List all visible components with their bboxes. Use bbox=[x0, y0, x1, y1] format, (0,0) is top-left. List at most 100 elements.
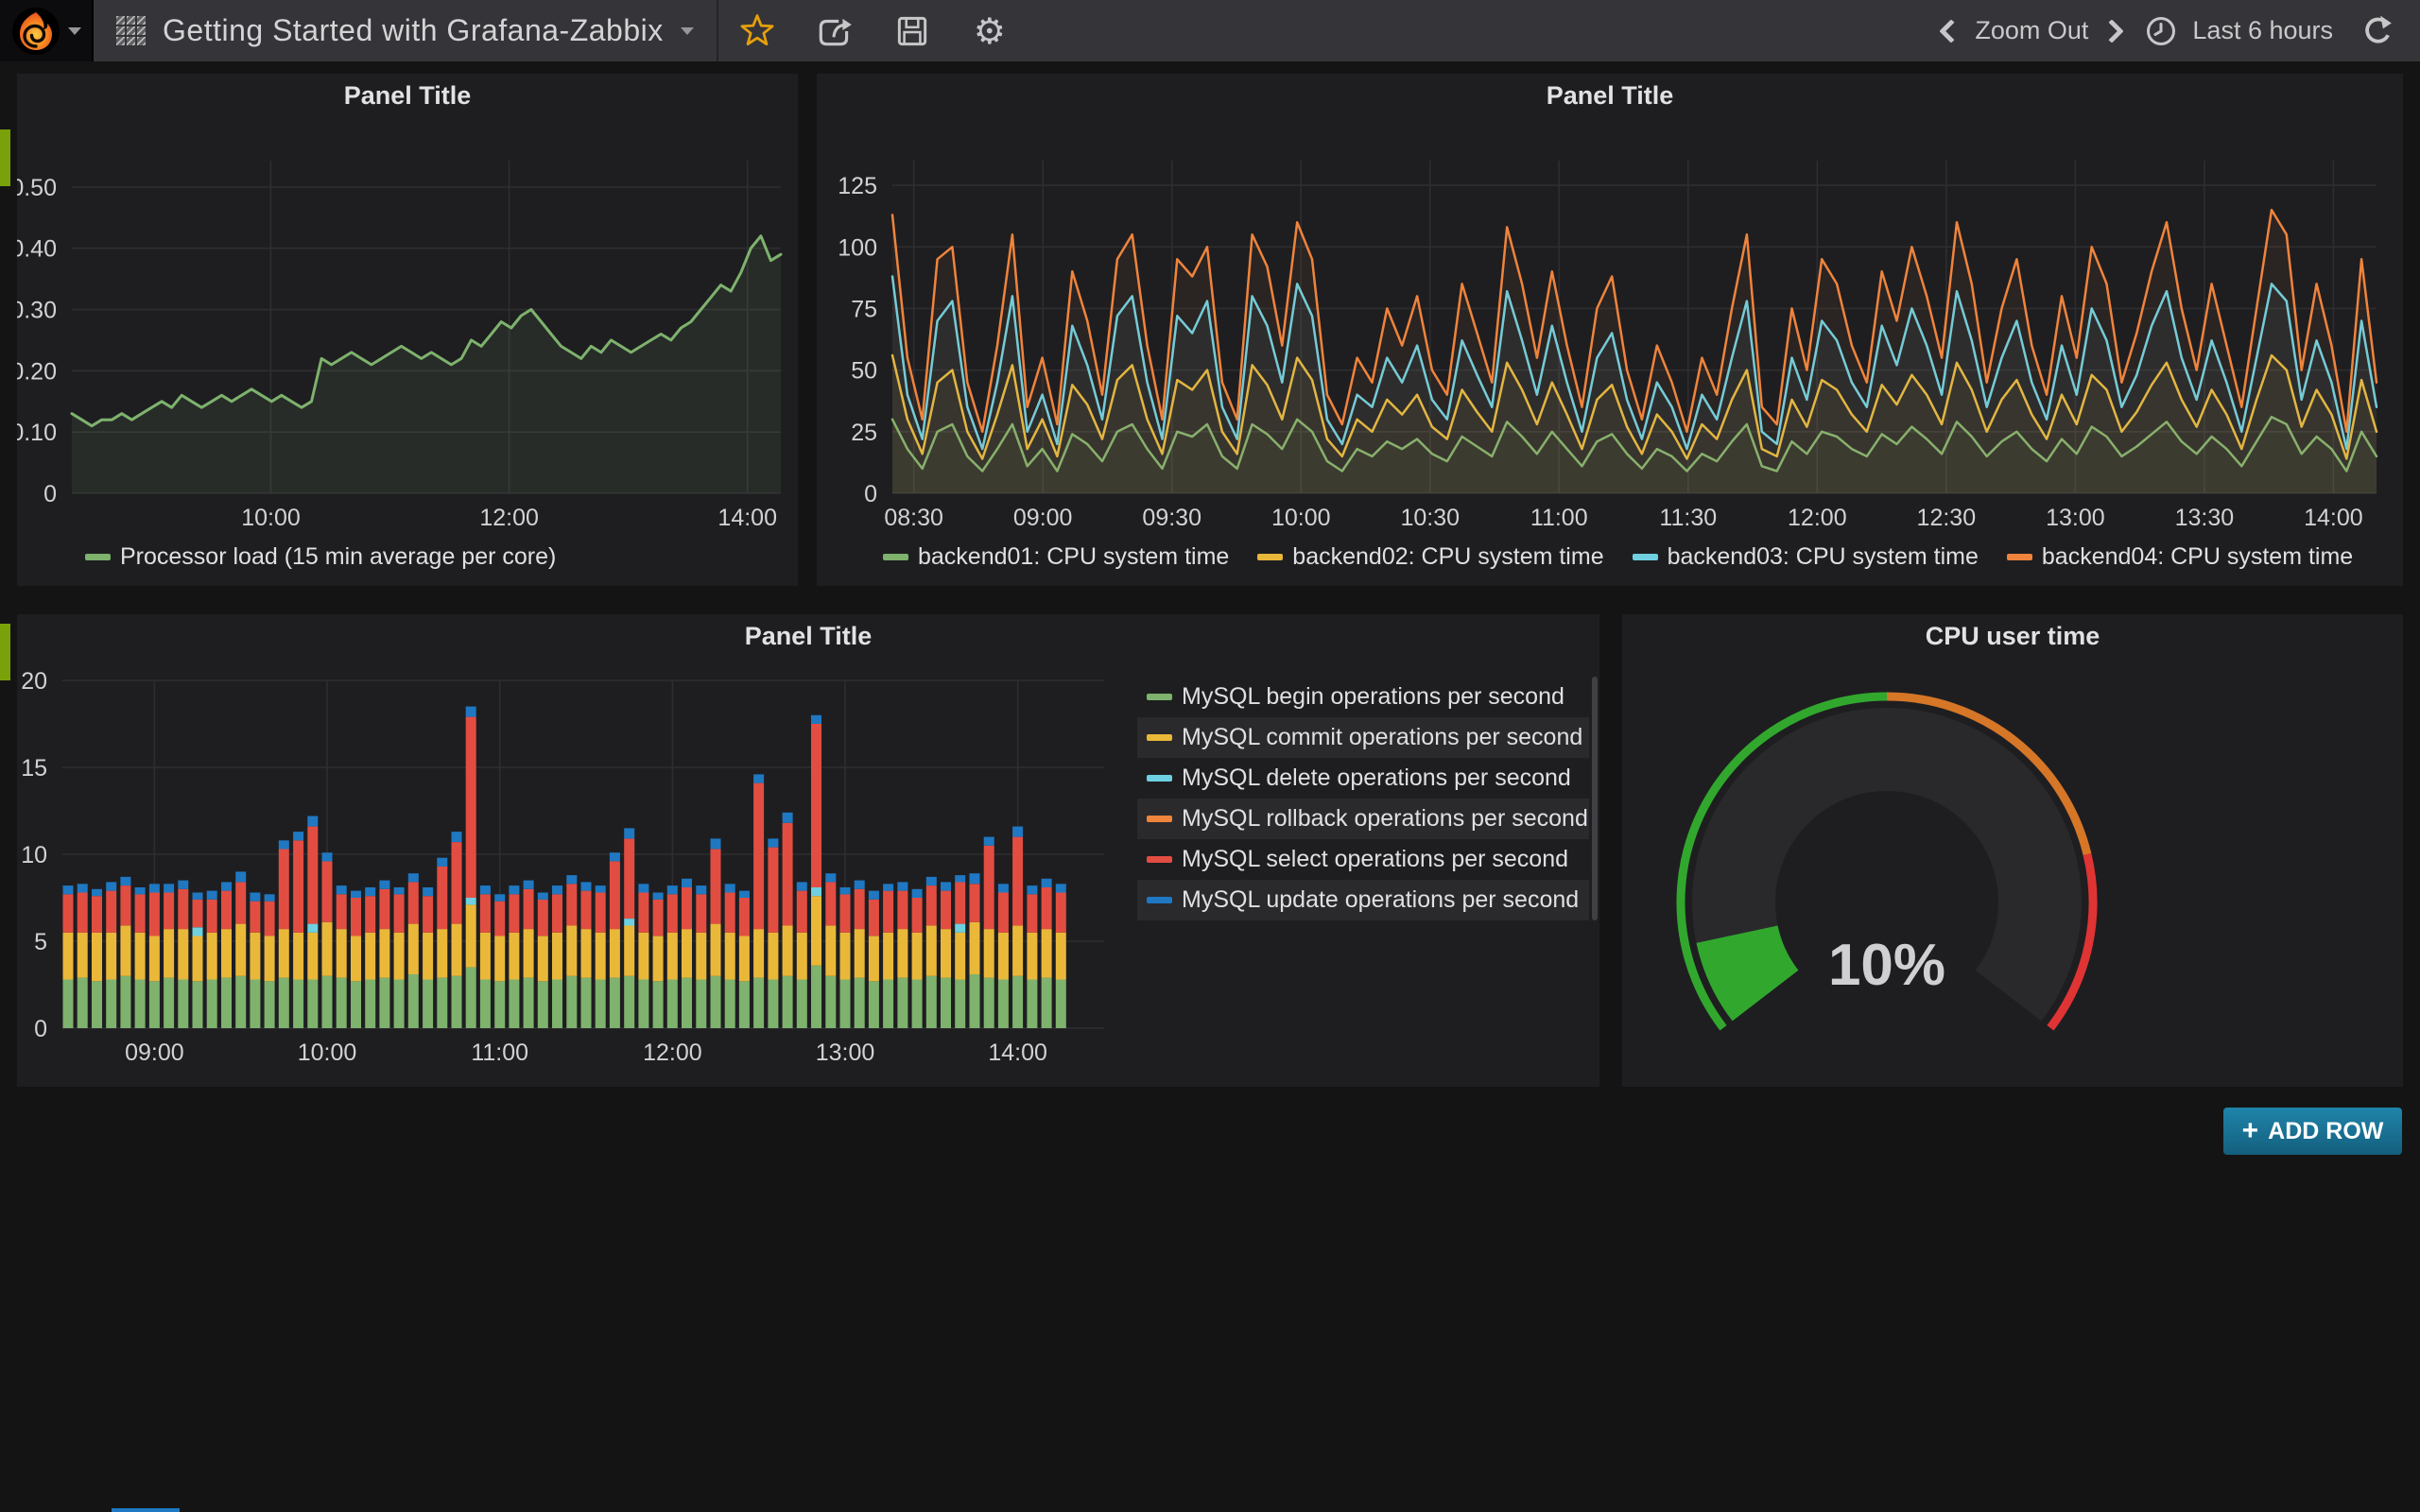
star-icon bbox=[740, 13, 774, 45]
row-handle-top[interactable] bbox=[0, 129, 10, 186]
settings-button[interactable]: ⚙ bbox=[951, 0, 1028, 61]
grafana-logo-menu[interactable] bbox=[0, 0, 94, 61]
svg-text:0: 0 bbox=[864, 481, 877, 507]
clock-icon bbox=[2147, 16, 2176, 45]
svg-text:15: 15 bbox=[21, 755, 47, 782]
add-row-label: ADD ROW bbox=[2268, 1117, 2384, 1144]
panel-title[interactable]: Panel Title bbox=[1546, 81, 1674, 110]
legend-item[interactable]: Processor load (15 min average per core) bbox=[85, 543, 556, 571]
svg-text:0.20: 0.20 bbox=[17, 358, 57, 385]
zoom-out-button[interactable]: Zoom Out bbox=[1975, 16, 2089, 44]
mysql-operations-bar-chart[interactable]: 0 5 10 15 20 09:00 10:00 11:00 12:00 13:00 14:00 bbox=[17, 614, 1599, 1087]
svg-text:09:00: 09:00 bbox=[1013, 505, 1073, 531]
legend-item[interactable]: backend02: CPU system time bbox=[1257, 543, 1604, 571]
svg-text:125: 125 bbox=[838, 173, 877, 199]
svg-text:5: 5 bbox=[34, 929, 47, 955]
legend-color-dash bbox=[1147, 816, 1172, 822]
legend-label: backend04: CPU system time bbox=[2041, 543, 2354, 570]
svg-text:10:00: 10:00 bbox=[241, 505, 301, 531]
time-shift-back-button[interactable] bbox=[1939, 18, 1964, 43]
legend-color-dash bbox=[1147, 897, 1172, 903]
svg-text:14:00: 14:00 bbox=[988, 1040, 1047, 1066]
legend-item[interactable]: MySQL update operations per second bbox=[1137, 880, 1589, 920]
legend-label: MySQL begin operations per second bbox=[1182, 683, 1564, 710]
svg-text:12:00: 12:00 bbox=[479, 505, 539, 531]
svg-text:0.40: 0.40 bbox=[17, 236, 57, 263]
chart-legend: Processor load (15 min average per core) bbox=[85, 543, 556, 571]
svg-text:20: 20 bbox=[21, 668, 47, 695]
svg-text:0.30: 0.30 bbox=[17, 298, 57, 324]
svg-text:10%: 10% bbox=[1828, 933, 1945, 998]
legend-scrollbar[interactable] bbox=[1592, 677, 1598, 920]
panel-cpu-user-time-gauge: CPU user time 10% bbox=[1622, 614, 2403, 1087]
panel-title[interactable]: CPU user time bbox=[1925, 622, 2100, 650]
legend-label: MySQL select operations per second bbox=[1182, 846, 1569, 872]
cpu-system-time-line-chart[interactable]: 0 25 50 75 100 125 08:30 09:00 09:30 10:00 10:30 11… bbox=[817, 74, 2403, 586]
panel-title[interactable]: Panel Title bbox=[343, 81, 472, 110]
legend-item[interactable]: backend01: CPU system time bbox=[883, 543, 1229, 571]
chart-legend: MySQL begin operations per second MySQL c… bbox=[1137, 677, 1589, 920]
dashboard-grid-icon bbox=[116, 16, 146, 45]
legend-color-dash bbox=[2006, 554, 2032, 560]
svg-text:11:00: 11:00 bbox=[1530, 505, 1588, 531]
dashboard-picker[interactable]: Getting Started with Grafana-Zabbix bbox=[94, 0, 717, 61]
legend-item[interactable]: MySQL select operations per second bbox=[1137, 839, 1589, 880]
svg-text:0.10: 0.10 bbox=[17, 420, 57, 446]
svg-text:12:00: 12:00 bbox=[1788, 505, 1847, 531]
chart-legend: backend01: CPU system time backend02: CPU… bbox=[883, 543, 2353, 571]
svg-text:13:00: 13:00 bbox=[816, 1040, 875, 1066]
legend-item[interactable]: backend03: CPU system time bbox=[1632, 543, 1979, 571]
chevron-down-icon bbox=[67, 26, 81, 35]
svg-text:100: 100 bbox=[838, 234, 877, 261]
refresh-button[interactable] bbox=[2358, 0, 2395, 61]
svg-text:75: 75 bbox=[851, 296, 877, 322]
row-handle-bottom[interactable] bbox=[0, 624, 10, 680]
time-range-picker[interactable]: Last 6 hours bbox=[2145, 15, 2333, 47]
star-button[interactable] bbox=[718, 0, 796, 61]
legend-item[interactable]: MySQL delete operations per second bbox=[1137, 758, 1589, 799]
panel-cpu-system-time: Panel Title 0 25 50 75 100 125 08:30 09:00 09:30… bbox=[817, 74, 2403, 586]
plus-icon: + bbox=[2241, 1115, 2259, 1146]
legend-color-dash bbox=[1147, 734, 1172, 741]
svg-text:10:00: 10:00 bbox=[298, 1040, 357, 1066]
panel-processor-load: Panel Title 0 0.10 0.20 0.30 0.40 0.50 10:00 12… bbox=[10, 74, 798, 586]
svg-text:50: 50 bbox=[851, 358, 877, 385]
legend-color-dash bbox=[1257, 554, 1284, 560]
svg-text:09:30: 09:30 bbox=[1142, 505, 1201, 531]
add-row-button[interactable]: + ADD ROW bbox=[2223, 1108, 2402, 1155]
legend-item[interactable]: backend04: CPU system time bbox=[2006, 543, 2354, 571]
legend-item[interactable]: MySQL commit operations per second bbox=[1137, 717, 1589, 758]
chevron-down-icon bbox=[680, 26, 694, 35]
legend-label: MySQL delete operations per second bbox=[1182, 765, 1571, 791]
svg-text:10:00: 10:00 bbox=[1271, 505, 1331, 531]
share-icon bbox=[819, 18, 852, 45]
legend-color-dash bbox=[883, 554, 908, 560]
grafana-logo-icon bbox=[11, 7, 60, 55]
legend-label: MySQL rollback operations per second bbox=[1182, 805, 1588, 832]
legend-color-dash bbox=[1147, 775, 1172, 782]
svg-text:14:00: 14:00 bbox=[2304, 505, 2363, 531]
top-navbar: Getting Started with Grafana-Zabbix ⚙ bbox=[0, 0, 2420, 61]
legend-label: MySQL update operations per second bbox=[1182, 886, 1580, 913]
svg-text:13:00: 13:00 bbox=[2046, 505, 2105, 531]
legend-label: backend01: CPU system time bbox=[918, 543, 1230, 570]
svg-text:08:30: 08:30 bbox=[884, 505, 943, 531]
svg-text:0.50: 0.50 bbox=[17, 175, 57, 201]
legend-item[interactable]: MySQL begin operations per second bbox=[1137, 677, 1589, 717]
panel-mysql-operations: Panel Title 0 5 10 15 20 09:00 10:00 11:00 12:00… bbox=[17, 614, 1599, 1087]
svg-text:0: 0 bbox=[43, 481, 57, 507]
legend-item[interactable]: MySQL rollback operations per second bbox=[1137, 799, 1589, 839]
svg-text:12:00: 12:00 bbox=[643, 1040, 702, 1066]
panel-title[interactable]: Panel Title bbox=[744, 622, 873, 650]
dashboard-title: Getting Started with Grafana-Zabbix bbox=[163, 13, 664, 47]
time-shift-forward-button[interactable] bbox=[2100, 18, 2125, 43]
save-button[interactable] bbox=[873, 0, 951, 61]
svg-text:25: 25 bbox=[851, 420, 877, 446]
navbar-divider bbox=[716, 0, 718, 61]
legend-color-dash bbox=[1147, 694, 1172, 700]
share-button[interactable] bbox=[796, 0, 873, 61]
svg-text:0: 0 bbox=[34, 1016, 47, 1042]
svg-text:13:30: 13:30 bbox=[2175, 505, 2235, 531]
processor-load-line-chart[interactable]: 0 0.10 0.20 0.30 0.40 0.50 10:00 12:00 14:00 bbox=[10, 74, 798, 586]
legend-color-dash bbox=[1632, 554, 1658, 560]
